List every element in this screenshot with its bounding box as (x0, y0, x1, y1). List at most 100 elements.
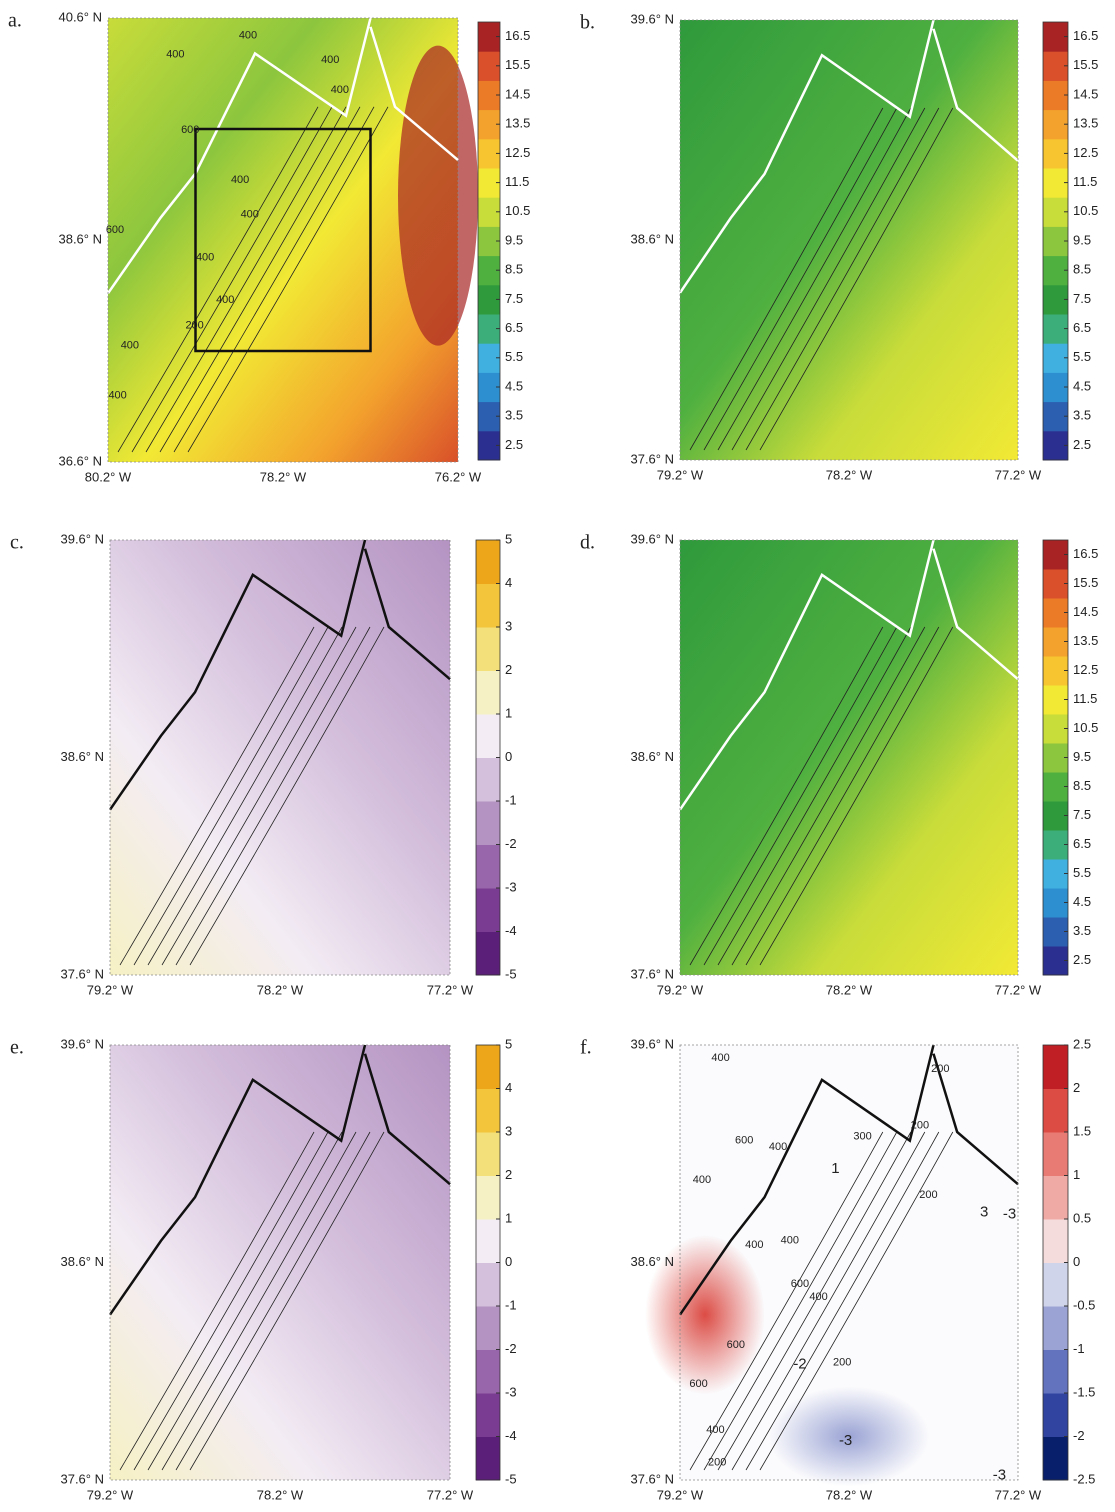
lat-label: 37.6° N (630, 1471, 674, 1486)
panel-label: d. (580, 532, 595, 554)
colorbar-label: 10.5 (1073, 203, 1098, 218)
map-field (110, 1045, 450, 1480)
lon-label: 77.2° W (427, 982, 474, 997)
contour-label: 200 (931, 1063, 949, 1075)
colorbar-label: 11.5 (1073, 174, 1097, 189)
colorbar-band (1043, 401, 1068, 432)
lon-label: 76.2° W (435, 469, 482, 484)
colorbar-label: 1.5 (1073, 1123, 1091, 1138)
lon-label: 77.2° W (427, 1487, 474, 1502)
colorbar-band (478, 197, 500, 227)
colorbar-band (476, 1262, 500, 1307)
contour-label: 600 (689, 1378, 707, 1390)
terrain-contour (161, 1131, 357, 1471)
terrain-contour (175, 1131, 371, 1471)
contour-label: 600 (735, 1135, 753, 1147)
colorbar-label: 3 (505, 1123, 512, 1138)
contour-label: 200 (919, 1189, 937, 1201)
colorbar-label: 2 (505, 1167, 512, 1182)
colorbar-band (1043, 1393, 1068, 1437)
colorbar-label: 1 (1073, 1167, 1080, 1182)
contour-label: 200 (833, 1356, 851, 1368)
map-frame (679, 1044, 1019, 1481)
colorbar-label: 8.5 (1073, 778, 1091, 793)
colorbar-band (476, 714, 500, 758)
contour-label: 300 (853, 1130, 871, 1142)
state-border (106, 17, 459, 294)
terrain-contour (731, 626, 926, 966)
terrain-contour (173, 106, 375, 453)
colorbar-band (478, 401, 500, 432)
colorbar-band (478, 284, 500, 315)
lon-label: 78.2° W (257, 982, 304, 997)
colorbar-label: 2 (1073, 1080, 1080, 1095)
colorbar-band (478, 343, 500, 373)
colorbar-band (1043, 917, 1068, 947)
lat-label: 36.6° N (58, 453, 102, 468)
lon-label: 79.2° W (657, 982, 704, 997)
colorbar-band (1043, 343, 1068, 373)
lat-label: 39.6° N (60, 1036, 104, 1051)
colorbar-band (478, 314, 500, 344)
colorbar-label: 5 (505, 1036, 512, 1051)
contour-label: 400 (321, 54, 339, 66)
colorbar-band (1043, 314, 1068, 344)
terrain-contour (731, 107, 926, 451)
colorbar-band (1043, 1088, 1068, 1133)
cool-anomaly (769, 1386, 929, 1487)
colorbar-label: -5 (505, 966, 517, 981)
contour-label: 400 (108, 389, 126, 401)
contour-label: -3 (1003, 1206, 1016, 1223)
colorbar-band (476, 1045, 500, 1089)
contour-label: 3 (980, 1203, 988, 1220)
colorbar-label: 9.5 (1073, 232, 1091, 247)
colorbar-band (478, 255, 500, 286)
colorbar-band (1043, 1306, 1068, 1350)
colorbar-band (476, 931, 500, 976)
colorbar-label: 1 (505, 705, 512, 720)
terrain-contour (161, 626, 357, 966)
colorbar-band (476, 801, 500, 845)
colorbar-label: 2.5 (1073, 952, 1091, 967)
colorbar-band (478, 168, 500, 198)
map-frame (107, 17, 459, 463)
colorbar-band (1043, 656, 1068, 686)
colorbar-label: 12.5 (505, 145, 530, 160)
map-field (680, 540, 1018, 975)
lon-label: 77.2° W (995, 467, 1042, 482)
lon-label: 77.2° W (995, 1487, 1042, 1502)
lat-label: 38.6° N (630, 231, 674, 246)
colorbar-band (476, 670, 500, 715)
terrain-contour (189, 626, 385, 966)
colorbar-label: 6.5 (505, 320, 523, 335)
colorbar-band (478, 430, 500, 461)
contour-label: 400 (809, 1291, 827, 1303)
colorbar-label: 4.5 (1073, 378, 1091, 393)
contour-label: 400 (196, 252, 214, 264)
colorbar-band (1043, 109, 1068, 140)
colorbar-band (1043, 1436, 1068, 1481)
colorbar-band (1043, 1132, 1068, 1176)
colorbar-label: 12.5 (1073, 662, 1098, 677)
colorbar-label: 14.5 (1073, 86, 1098, 101)
lat-label: 40.6° N (58, 9, 102, 24)
state-border (678, 539, 1019, 811)
colorbar-label: 13.5 (1073, 116, 1098, 131)
contour-label: 400 (241, 208, 259, 220)
contour-label: 400 (231, 174, 249, 186)
colorbar-label: 5 (505, 531, 512, 546)
colorbar-label: -4 (505, 1428, 517, 1443)
terrain-contour (689, 107, 884, 451)
colorbar-label: 14.5 (1073, 604, 1098, 619)
colorbar-label: 15.5 (1073, 575, 1098, 590)
colorbar-label: 10.5 (1073, 720, 1098, 735)
contour-label: 200 (185, 319, 203, 331)
colorbar-label: 16.5 (505, 28, 530, 43)
panel-label: e. (10, 1037, 24, 1059)
panel-label: c. (10, 532, 24, 554)
contour-label: -2 (793, 1356, 806, 1373)
lon-label: 80.2° W (85, 469, 132, 484)
colorbar-band (1043, 714, 1068, 744)
lon-label: 78.2° W (260, 469, 307, 484)
contour-label: 400 (239, 30, 257, 42)
